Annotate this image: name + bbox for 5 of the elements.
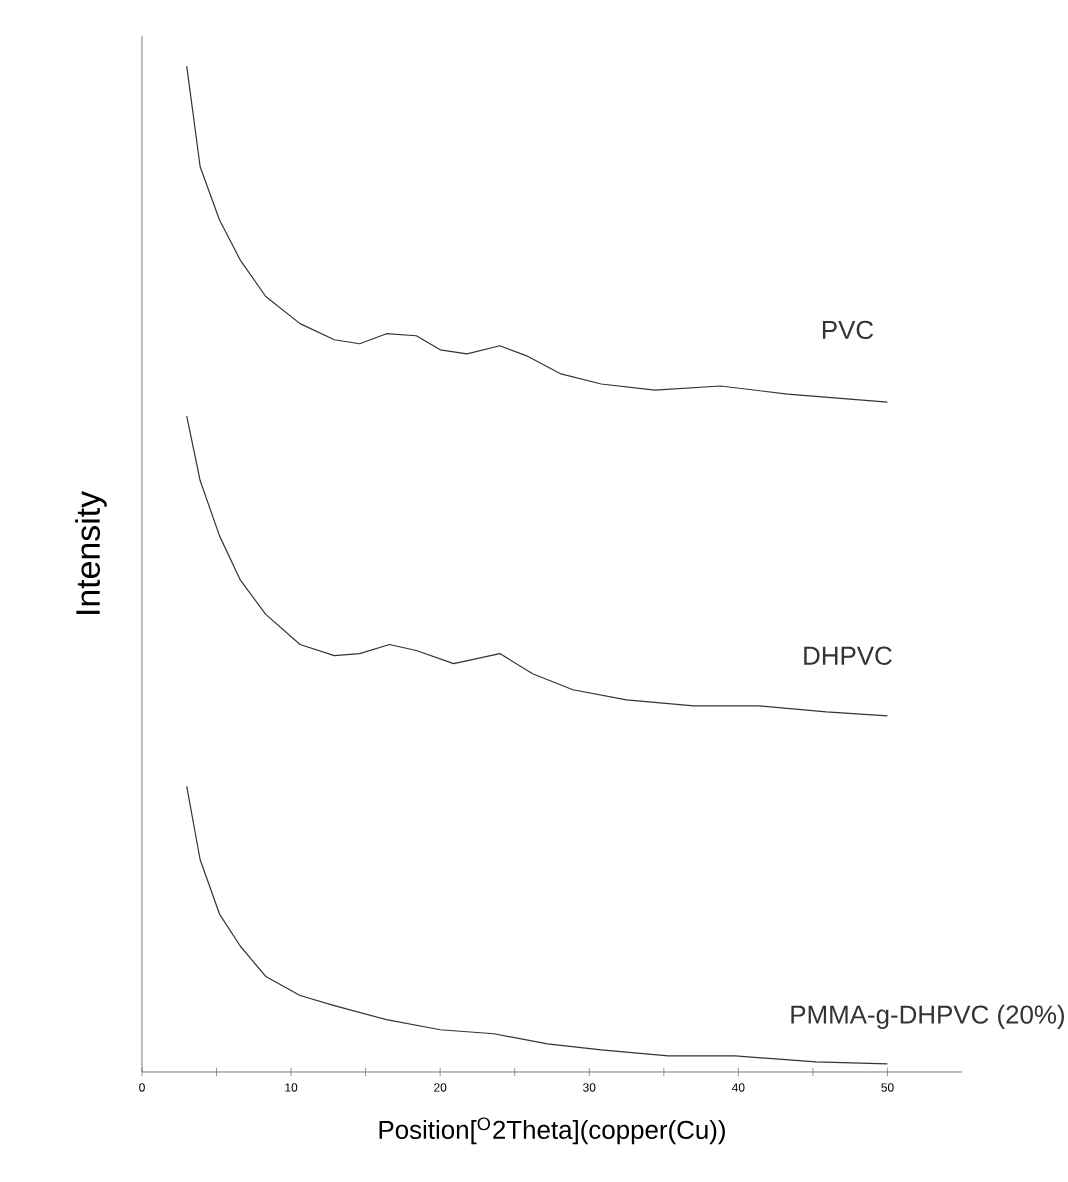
series-label: DHPVC [804,646,892,665]
x-axis-title: Position[$^{O}$2Theta](copper(Cu)) [379,1117,725,1145]
text: PVC [822,320,874,340]
series-label: PMMA-g-DHPVC (20%) [791,1004,1064,1029]
y-axis-title: Intensity [75,490,107,614]
